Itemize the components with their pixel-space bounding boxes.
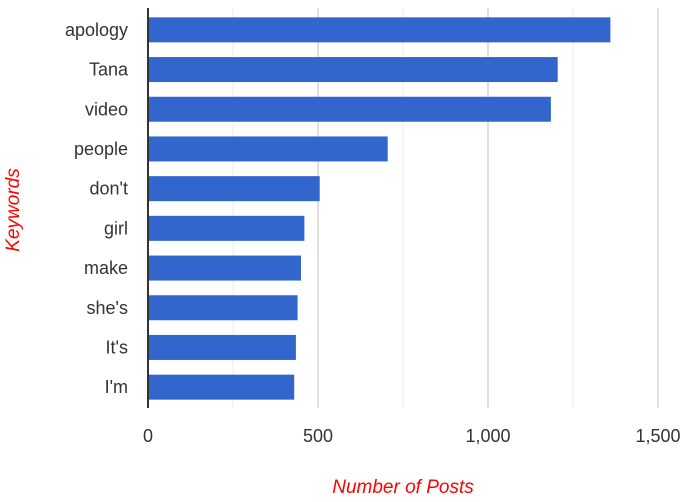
bar [148, 96, 551, 122]
bar [148, 334, 296, 360]
category-label: It's [106, 337, 128, 357]
category-label: girl [104, 218, 128, 238]
bar [148, 374, 295, 400]
category-label: Tana [89, 60, 129, 80]
x-tick-label: 0 [143, 426, 153, 446]
category-label: video [85, 99, 128, 119]
category-label: she's [87, 298, 128, 318]
x-tick-labels: 0 500 1,000 1,500 [143, 426, 681, 446]
y-axis-title: Keywords [3, 168, 24, 252]
bar [148, 215, 305, 241]
category-label: I'm [105, 377, 128, 397]
bar [148, 176, 320, 202]
x-tick-label: 1,500 [635, 426, 680, 446]
category-label: don't [90, 179, 128, 199]
category-label: make [84, 258, 128, 278]
x-axis-title: Number of Posts [332, 477, 474, 498]
bar [148, 255, 301, 281]
category-labels: apology Tana video people don't girl make she's… [65, 20, 129, 397]
category-label: people [74, 139, 128, 159]
bar [148, 136, 388, 162]
bar [148, 57, 558, 83]
category-label: apology [65, 20, 128, 40]
x-tick-label: 1,000 [465, 426, 510, 446]
bar [148, 295, 298, 321]
bar [148, 17, 611, 43]
bars [148, 17, 611, 400]
x-tick-label: 500 [303, 426, 333, 446]
